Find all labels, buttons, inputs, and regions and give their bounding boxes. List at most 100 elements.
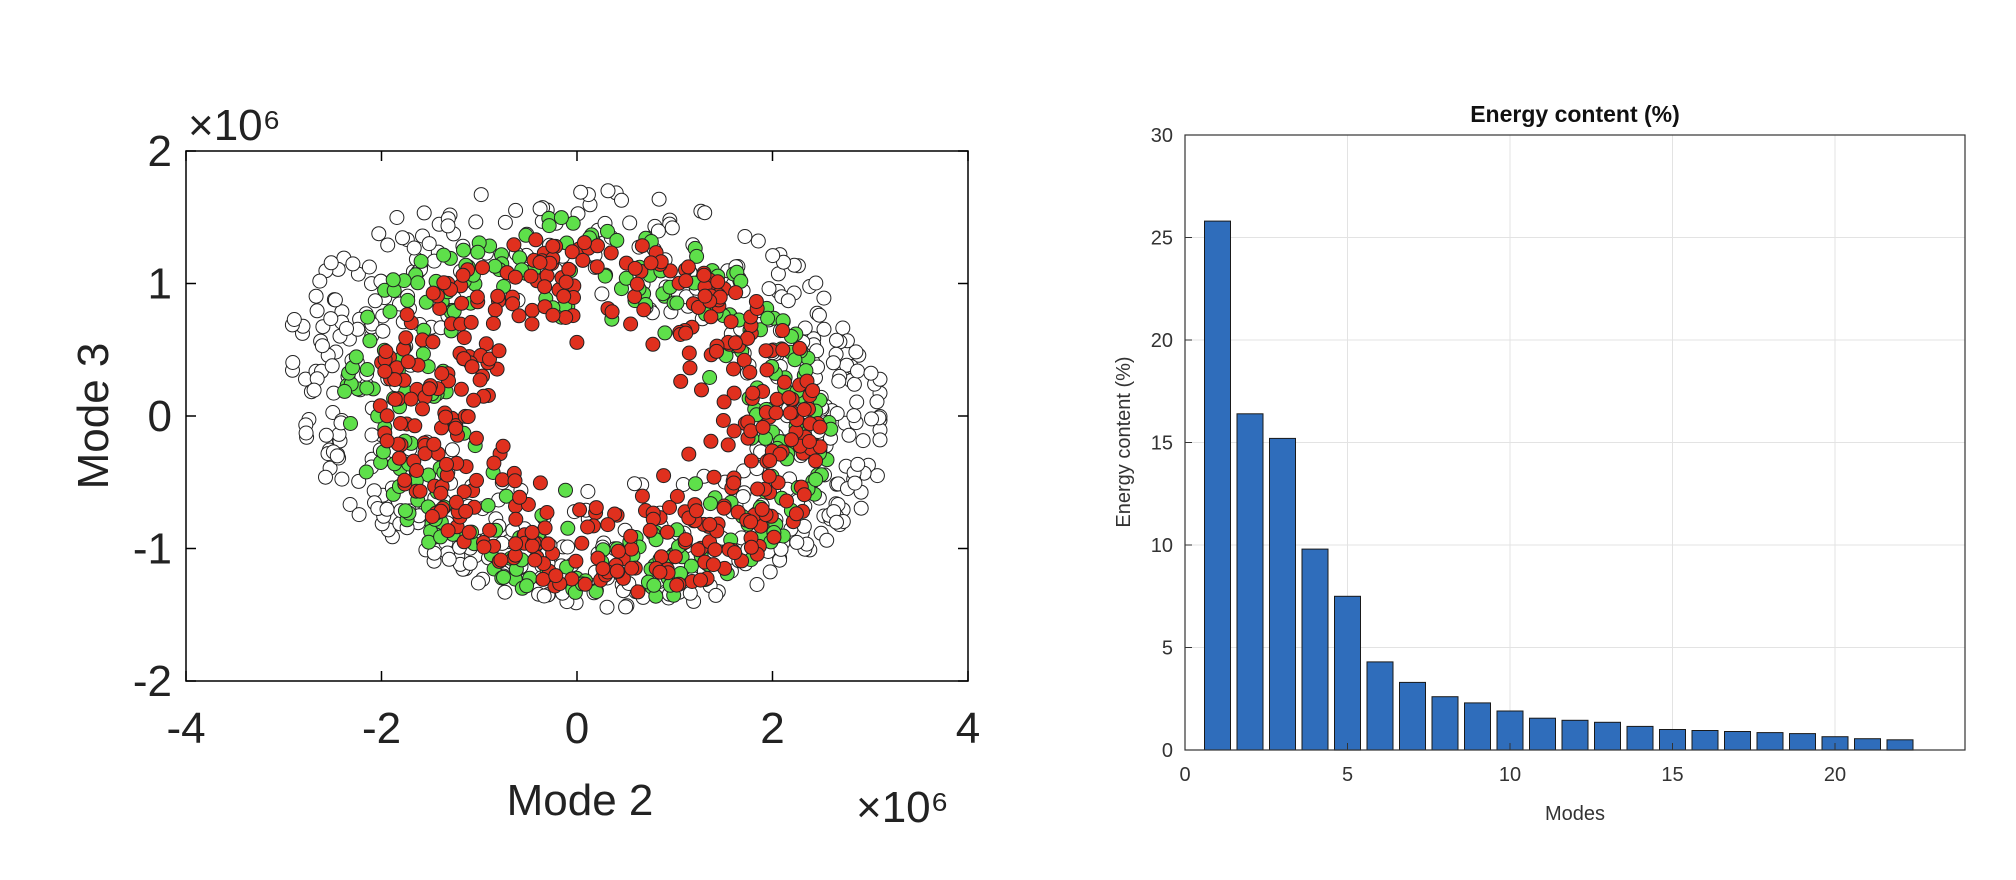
scatter-point — [651, 191, 667, 207]
scatter-point — [594, 286, 610, 302]
scatter-x-exponent: ×10⁶ — [856, 783, 949, 832]
scatter-point — [850, 363, 865, 379]
scatter-point — [831, 373, 847, 389]
scatter-point — [792, 340, 808, 356]
scatter-point — [545, 238, 561, 254]
scatter-point — [397, 472, 413, 488]
bar — [1854, 738, 1881, 751]
scatter-point — [362, 333, 378, 349]
scatter-point — [393, 416, 408, 431]
scatter-point — [589, 259, 605, 275]
scatter-point — [777, 374, 792, 390]
scatter-point — [558, 310, 574, 325]
scatter-point — [728, 285, 744, 301]
scatter-point — [397, 503, 413, 519]
bar — [1724, 731, 1751, 751]
scatter-point — [556, 288, 572, 304]
scatter-point — [600, 517, 616, 533]
scatter-point — [306, 382, 322, 398]
scatter-point — [364, 427, 380, 443]
scatter-point — [829, 332, 844, 348]
scatter-point — [600, 183, 616, 199]
scatter-point — [358, 464, 374, 480]
scatter-point — [454, 295, 470, 311]
scatter-point — [385, 272, 401, 288]
scatter-point — [796, 402, 812, 418]
scatter-point — [523, 268, 539, 284]
scatter-point — [657, 325, 673, 341]
scatter-points — [284, 183, 888, 615]
bar — [1561, 719, 1589, 751]
scatter-point — [490, 288, 506, 304]
scatter-point — [726, 423, 742, 439]
bar — [1594, 721, 1621, 751]
scatter-point — [623, 316, 639, 332]
scatter-point — [512, 250, 528, 266]
bar — [1366, 661, 1394, 751]
scatter-point — [524, 538, 540, 554]
scatter-point — [360, 309, 376, 325]
scatter-point — [468, 214, 484, 230]
scatter-point — [726, 361, 741, 377]
scatter-point — [403, 391, 419, 407]
scatter-point — [375, 323, 391, 339]
scatter-point — [634, 238, 650, 254]
scatter-point — [702, 516, 718, 532]
scatter-point — [359, 362, 375, 377]
scatter-point — [387, 391, 403, 407]
scatter-point — [298, 425, 314, 441]
bar — [1269, 437, 1296, 751]
scatter-point — [469, 472, 484, 488]
scatter-point — [440, 523, 456, 539]
scatter-point — [688, 476, 703, 492]
scatter-point — [455, 267, 471, 283]
scatter-point — [472, 372, 488, 388]
scatter-point — [618, 599, 634, 615]
scatter-point — [387, 372, 403, 388]
scatter-point — [743, 539, 759, 555]
scatter-point — [659, 524, 675, 540]
scatter-point — [460, 409, 476, 425]
scatter-point — [689, 248, 705, 264]
bar-y-tick-label: 10 — [1151, 535, 1173, 557]
scatter-point — [673, 373, 689, 389]
scatter-point — [788, 506, 804, 522]
scatter-point — [869, 468, 885, 484]
scatter-point — [643, 255, 659, 271]
scatter-point — [697, 288, 713, 304]
scatter-point — [312, 273, 328, 289]
scatter-point — [768, 405, 784, 421]
scatter-point — [761, 468, 777, 484]
scatter-point — [389, 210, 405, 225]
scatter-point — [681, 345, 697, 361]
bar-x-axis-label: Modes — [1545, 803, 1605, 825]
scatter-point — [864, 411, 879, 427]
scatter-point — [424, 509, 440, 524]
scatter-point — [600, 223, 615, 239]
scatter-x-tick-label: -2 — [362, 704, 401, 753]
scatter-x-tick-label: -4 — [166, 704, 205, 753]
scatter-point — [413, 253, 429, 269]
scatter-point — [524, 316, 540, 332]
scatter-point — [415, 401, 430, 417]
scatter-point — [656, 468, 672, 484]
scatter-point — [682, 360, 698, 376]
scatter-point — [432, 301, 448, 316]
scatter-point — [532, 201, 548, 217]
scatter-point — [762, 564, 778, 580]
scatter-point — [508, 536, 524, 552]
scatter-point — [324, 358, 340, 374]
scatter-point — [599, 599, 615, 615]
scatter-point — [406, 240, 422, 256]
scatter-point — [433, 485, 449, 501]
scatter-point — [473, 187, 489, 203]
scatter-point — [683, 558, 699, 574]
scatter-point — [709, 343, 724, 359]
scatter-point — [476, 539, 492, 555]
scatter-point — [610, 543, 626, 559]
scatter-point — [440, 218, 456, 234]
scatter-point — [645, 336, 661, 352]
scatter-point — [407, 418, 423, 434]
scatter-point — [425, 285, 441, 301]
scatter-point — [506, 237, 522, 253]
